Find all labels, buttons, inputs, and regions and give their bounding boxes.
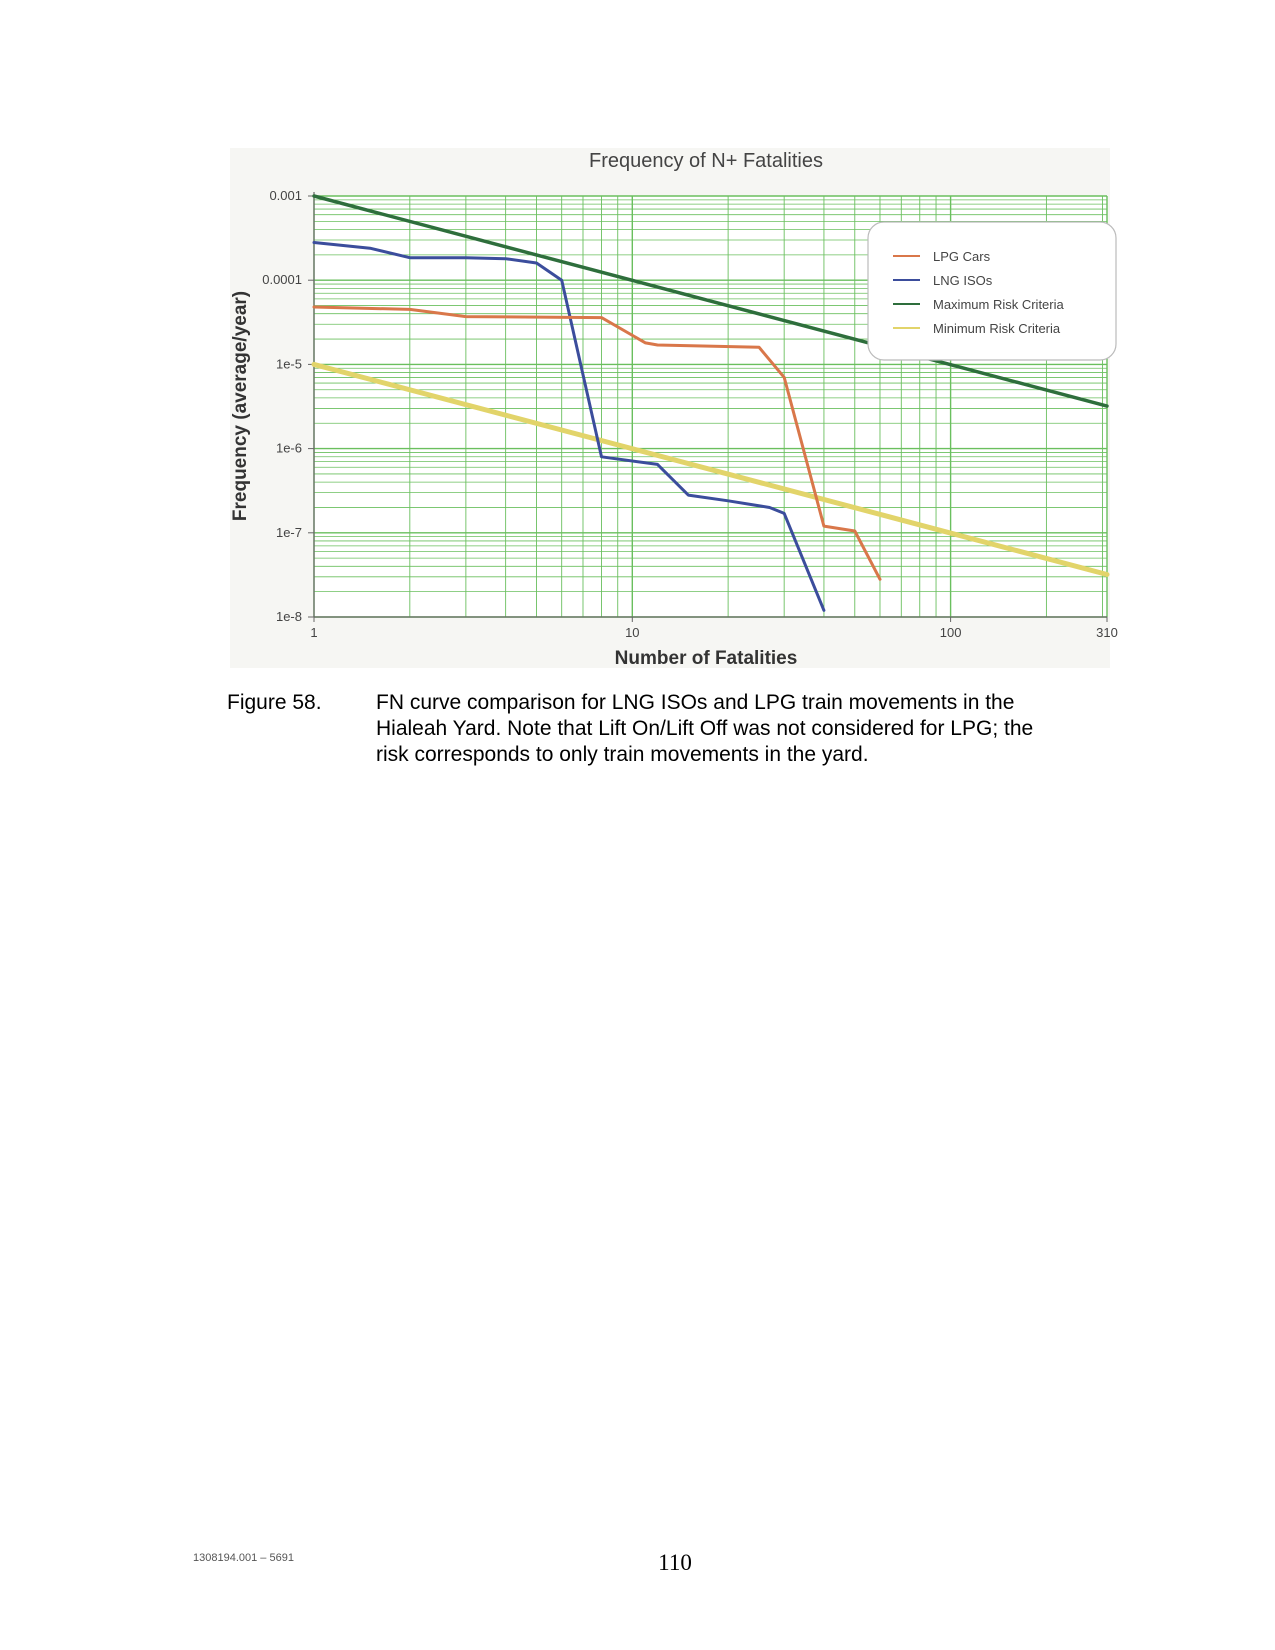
y-tick-label: 1e-5 <box>276 356 302 371</box>
x-axis-title: Number of Fatalities <box>615 648 798 669</box>
caption-line: Hialeah Yard. Note that Lift On/Lift Off… <box>376 717 1034 740</box>
y-tick-label: 1e-7 <box>276 525 302 540</box>
chart-title: Frequency of N+ Fatalities <box>589 150 823 172</box>
y-tick-label: 0.0001 <box>262 272 302 287</box>
legend-label: LNG ISOs <box>933 273 993 288</box>
page-number: 110 <box>658 1550 692 1575</box>
legend-label: LPG Cars <box>933 249 991 264</box>
y-tick-label: 1e-6 <box>276 441 302 456</box>
y-axis-title: Frequency (average/year) <box>230 291 251 521</box>
series-line-minimum-risk-criteria <box>311 361 1110 577</box>
legend-box <box>867 221 1117 361</box>
legend-label: Minimum Risk Criteria <box>933 321 1061 336</box>
series-line-lng-isos <box>312 241 826 612</box>
legend-label: Maximum Risk Criteria <box>933 297 1065 312</box>
y-tick-label: 1e-8 <box>276 609 302 624</box>
caption-line: risk corresponds to only train movements… <box>376 743 869 766</box>
legend: LPG Cars LNG ISOs Maximum Risk Criteria Min… <box>867 221 1117 361</box>
figure-label: Figure 58. <box>227 691 322 714</box>
x-tick-label: 100 <box>940 625 962 640</box>
figure-caption-text: FN curve comparison for LNG ISOs and LPG… <box>376 690 1096 768</box>
x-tick-label: 1 <box>310 625 317 640</box>
series-lines <box>311 194 1110 612</box>
document-id: 1308194.001 – 5691 <box>193 1552 294 1564</box>
axes: 1 10 100 310 0.001 0.0001 1e-5 1e-6 1e-7 1e-8 <box>262 188 1118 640</box>
series-line-lpg-cars <box>312 305 882 581</box>
x-tick-label: 10 <box>625 625 639 640</box>
fn-curve-chart: 1 10 100 310 0.001 0.0001 1e-5 1e-6 1e-7 1e-8 LPG… <box>230 148 1118 669</box>
y-tick-label: 0.001 <box>269 188 302 203</box>
caption-line: FN curve comparison for LNG ISOs and LPG… <box>376 691 1015 714</box>
x-tick-label: 310 <box>1096 625 1118 640</box>
series-line-maximum-risk-criteria <box>312 194 1109 408</box>
